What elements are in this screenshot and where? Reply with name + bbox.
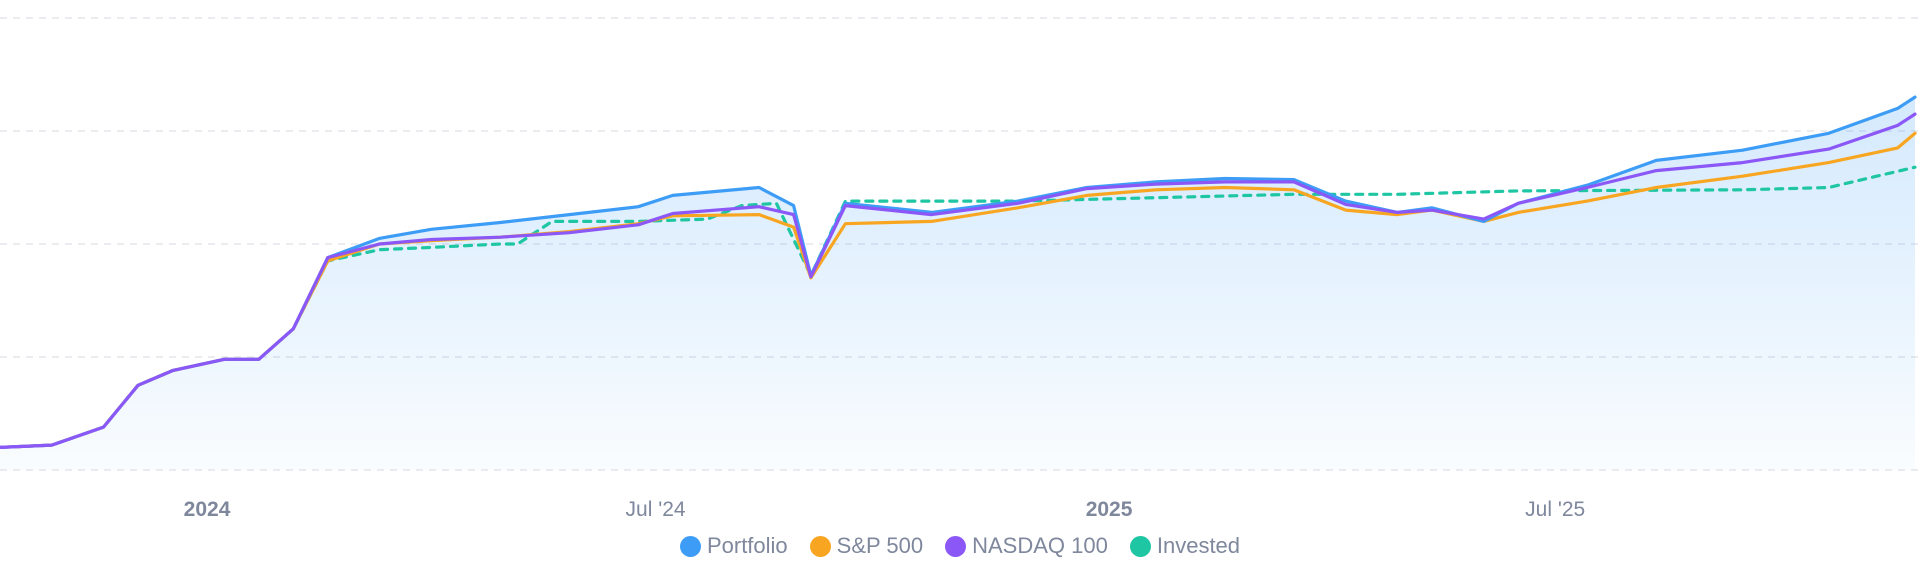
legend-label: Portfolio (706, 533, 788, 558)
legend-item-s-p-500[interactable]: S&P 500 (809, 533, 924, 559)
x-tick-label: Jul '24 (626, 498, 686, 521)
legend-item-invested[interactable]: Invested (1129, 533, 1241, 559)
x-tick-label: 2025 (1086, 498, 1133, 521)
chart-legend: Portfolio S&P 500 NASDAQ 100 Invested (0, 528, 1920, 564)
portfolio-area (0, 97, 1915, 470)
legend-dot-icon (809, 535, 831, 557)
nasdaq-100-series-line (0, 112, 1917, 449)
series-lines (0, 95, 1917, 449)
legend-item-portfolio[interactable]: Portfolio (679, 533, 788, 559)
legend-label: S&P 500 (836, 533, 924, 558)
legend-dot-icon (679, 535, 701, 557)
portfolio-area-fill (0, 97, 1915, 470)
x-tick-label: 2024 (184, 498, 231, 521)
legend-label: Invested (1156, 533, 1241, 558)
legend-dot-icon (945, 535, 967, 557)
x-axis-ticks: 2024 Jul '24 2025 Jul '25 (184, 498, 1586, 521)
x-tick-label: Jul '25 (1525, 498, 1585, 521)
legend-dot-icon (1129, 535, 1151, 557)
legend-item-nasdaq-100[interactable]: NASDAQ 100 (945, 533, 1108, 559)
legend-label: NASDAQ 100 (972, 533, 1108, 558)
